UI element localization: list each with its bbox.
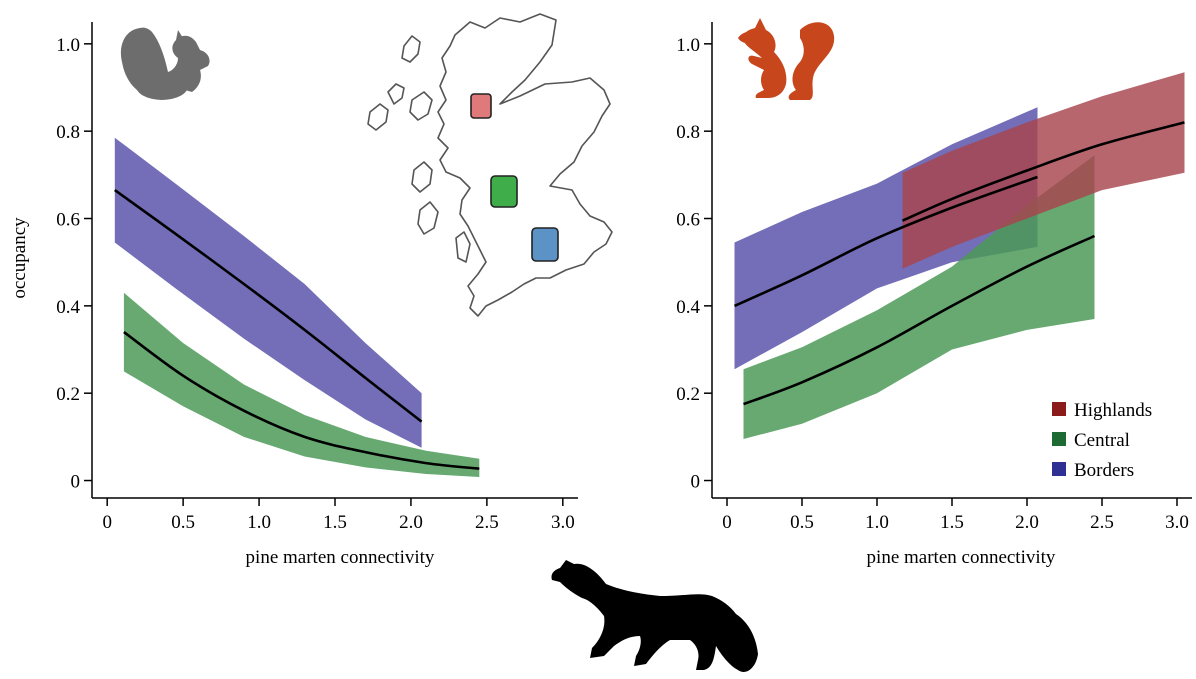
x-tick-label: 0: [102, 512, 112, 533]
legend-label-central: Central: [1074, 430, 1130, 451]
borders-region-marker: [531, 227, 559, 262]
y-tick-label: 0.2: [56, 384, 80, 405]
highlands-region-marker: [470, 93, 492, 119]
red-squirrel-icon: [738, 18, 835, 100]
x-tick-label: 0: [722, 512, 732, 533]
fit-lines: [114, 189, 480, 470]
band-central: [123, 292, 480, 477]
fit-line-borders: [733, 175, 1038, 308]
x-tick-label: 0.5: [171, 512, 195, 533]
central-region-marker: [490, 175, 518, 208]
legend: Highlands Central Borders: [1052, 400, 1152, 481]
y-tick-label: 0.6: [56, 210, 80, 231]
legend-label-highlands: Highlands: [1074, 400, 1152, 421]
y-tick-label: 1.0: [56, 35, 80, 56]
legend-swatch-highlands: [1052, 402, 1066, 416]
pine-marten-icon: [551, 560, 758, 673]
x-tick-label: 2.0: [399, 512, 423, 533]
axes: 0 0.5 1.0 1.5 2.0 2.5 3.0 0 0.2 0.4 0.6 0.8 1.0: [676, 22, 1192, 533]
x-tick-label: 2.5: [1090, 512, 1114, 533]
band-borders: [114, 137, 422, 448]
y-axis-title: occupancy: [9, 217, 30, 299]
fit-line-highlands: [901, 121, 1185, 222]
y-tick-label: 0.6: [676, 210, 700, 231]
fit-line-borders: [114, 189, 423, 423]
x-tick-label: 0.5: [790, 512, 814, 533]
grey-squirrel-icon: [120, 27, 210, 100]
confidence-bands: [734, 72, 1185, 439]
y-tick-label: 0: [691, 472, 701, 493]
legend-swatch-central: [1052, 432, 1066, 446]
band-highlands: [902, 72, 1185, 269]
fit-line-central: [743, 234, 1096, 406]
x-tick-label: 1.5: [323, 512, 347, 533]
y-tick-label: 0.4: [56, 297, 80, 318]
x-tick-label: 3.0: [551, 512, 575, 533]
confidence-bands: [114, 137, 480, 477]
scotland-map-icon: [367, 13, 613, 317]
x-tick-label: 2.0: [1015, 512, 1039, 533]
axes: 0 0.5 1.0 1.5 2.0 2.5 3.0 0 0.2 0.4 0.6 0.8 1.0: [56, 22, 578, 533]
fit-line-central: [123, 331, 480, 470]
y-tick-label: 0.2: [676, 384, 700, 405]
y-tick-label: 1.0: [676, 35, 700, 56]
legend-swatch-borders: [1052, 462, 1066, 476]
y-tick-label: 0: [71, 472, 81, 493]
x-axis-title: pine marten connectivity: [867, 547, 1056, 568]
fit-lines: [733, 121, 1185, 406]
y-tick-label: 0.8: [56, 122, 80, 143]
y-tick-label: 0.4: [676, 297, 700, 318]
legend-item-borders: Borders: [1052, 460, 1134, 481]
x-tick-label: 2.5: [475, 512, 499, 533]
x-tick-label: 1.0: [247, 512, 271, 533]
red-squirrel-chart: 0 0.5 1.0 1.5 2.0 2.5 3.0 0 0.2 0.4 0.6 0.8 1.0 pine…: [676, 18, 1192, 568]
legend-label-borders: Borders: [1074, 460, 1134, 481]
x-axis-title: pine marten connectivity: [246, 547, 435, 568]
grey-squirrel-chart: 0 0.5 1.0 1.5 2.0 2.5 3.0 0 0.2 0.4 0.6 0.8 1.0 pine…: [9, 13, 613, 568]
x-tick-label: 3.0: [1165, 512, 1189, 533]
x-tick-label: 1.5: [940, 512, 964, 533]
y-tick-label: 0.8: [676, 122, 700, 143]
legend-item-highlands: Highlands: [1052, 400, 1152, 421]
x-tick-label: 1.0: [865, 512, 889, 533]
legend-item-central: Central: [1052, 430, 1130, 451]
